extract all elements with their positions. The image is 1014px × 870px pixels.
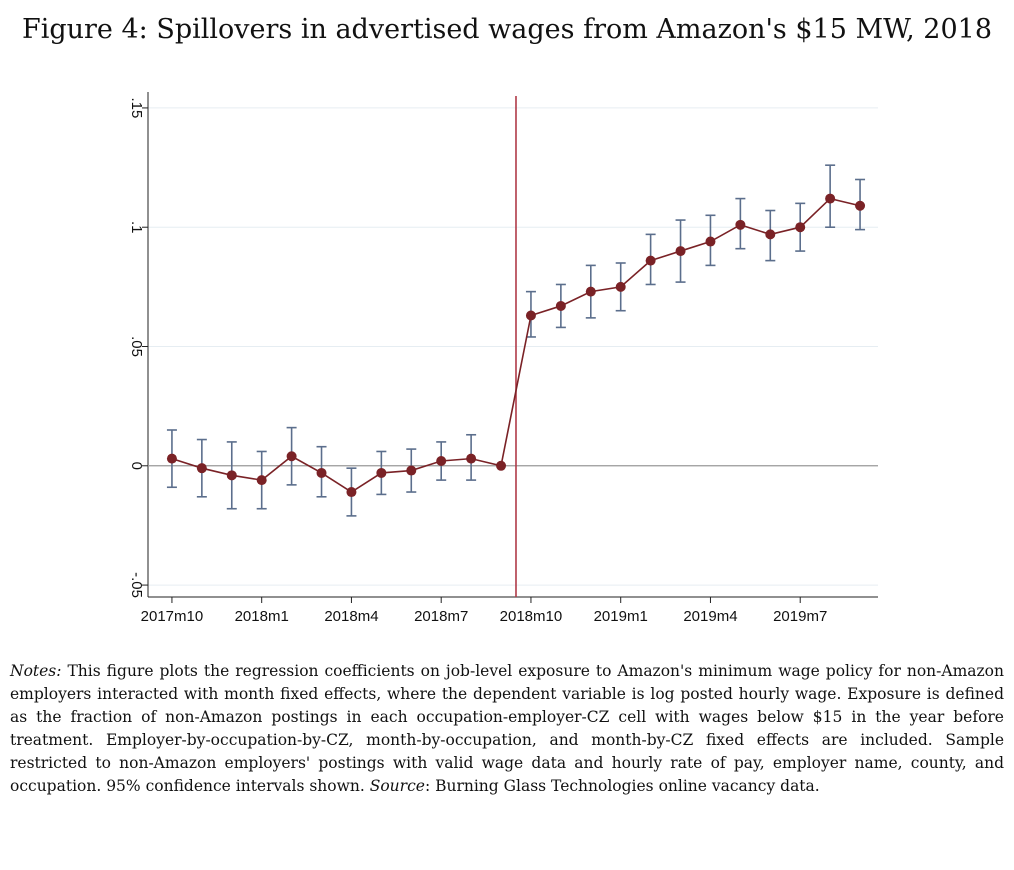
data-point-7 [376,467,387,478]
data-point-18 [705,236,716,247]
data-point-11 [496,460,507,471]
y-tick-label-3: .1 [128,221,145,234]
x-tick-label-1: 2018m1 [235,608,289,625]
chart-svg: -.05 0 .05 .1 .15 2017m10 2018m1 2018m4 2018m7 20… [90,75,902,625]
data-point-16 [645,255,656,266]
x-tick-label-7: 2019m7 [773,608,827,625]
data-point-5 [316,467,327,478]
data-point-17 [675,246,686,257]
data-point-4 [286,451,297,462]
y-tick-label-2: .05 [128,336,145,357]
data-point-14 [585,286,596,297]
y-tick-label-1: 0 [128,462,145,470]
data-point-19 [735,219,746,230]
x-tick-label-2: 2018m4 [324,608,378,625]
data-point-22 [825,193,836,204]
source-text: : Burning Glass Technologies online vaca… [424,777,820,795]
x-tick-label-0: 2017m10 [141,608,204,625]
x-tick-label-3: 2018m7 [414,608,468,625]
notes-label: Notes: [10,662,62,680]
data-point-2 [226,470,237,481]
data-point-10 [466,453,477,464]
y-tick-label-4: .15 [128,97,145,118]
data-point-0 [166,453,177,464]
data-point-9 [436,456,447,467]
gridlines [148,107,878,586]
figure-notes: Notes: This figure plots the regression … [10,660,1004,798]
data-point-21 [795,222,806,233]
x-tick-label-6: 2019m4 [683,608,737,625]
y-tick-label-0: -.05 [128,572,145,598]
data-point-6 [346,487,357,498]
data-point-13 [555,300,566,311]
plot-background [90,75,902,625]
reference-lines [148,96,878,597]
x-tick-label-5: 2019m1 [594,608,648,625]
figure-title: Figure 4: Spillovers in advertised wages… [21,14,993,45]
series-line [171,197,861,493]
data-point-1 [196,463,207,474]
data-point-23 [855,200,866,211]
data-point-8 [406,465,417,476]
data-series [166,164,866,517]
data-point-3 [256,475,267,486]
data-point-12 [525,310,536,321]
data-point-15 [615,281,626,292]
axes: -.05 0 .05 .1 .15 2017m10 2018m1 2018m4 2018m7 20… [128,92,878,625]
x-tick-label-4: 2018m10 [500,608,563,625]
data-point-20 [765,229,776,240]
source-label: Source [369,777,425,795]
notes-text: This figure plots the regression coeffic… [10,662,1004,795]
